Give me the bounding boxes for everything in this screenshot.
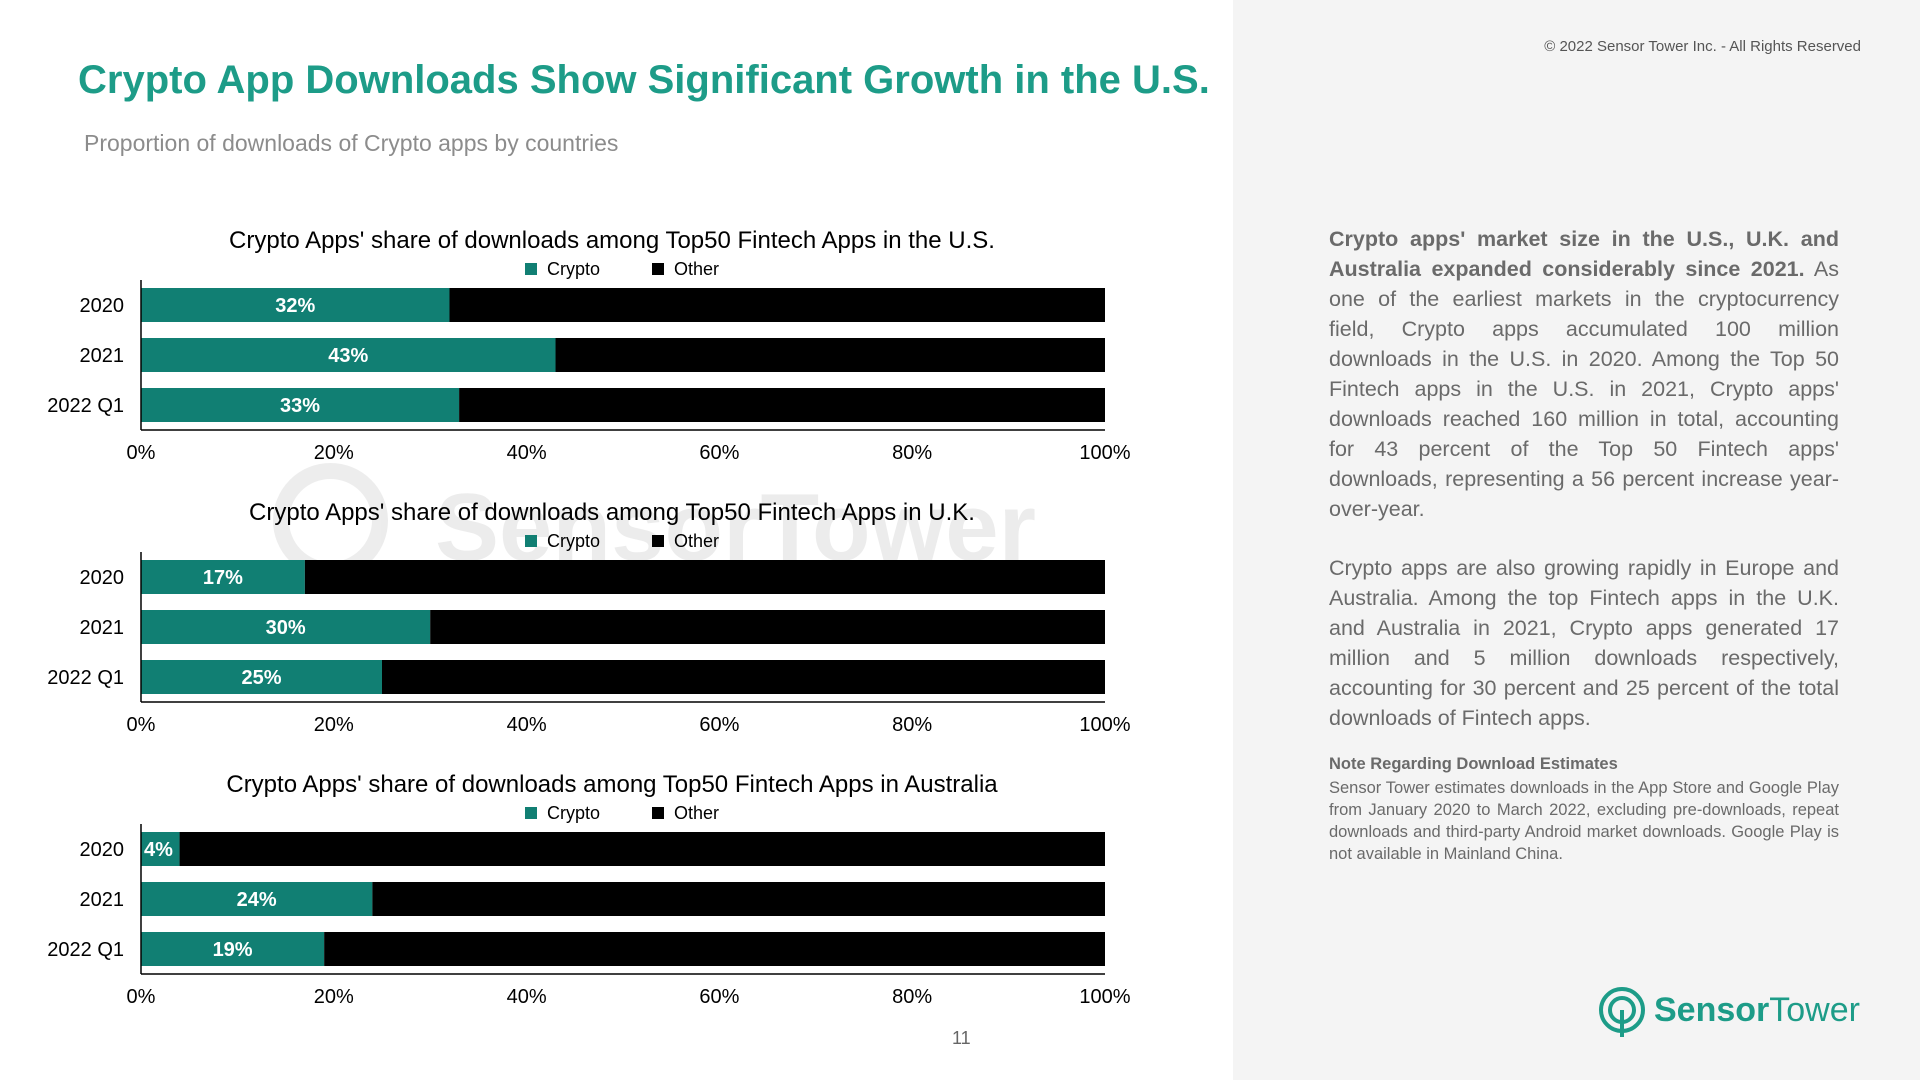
page-subtitle: Proportion of downloads of Crypto apps b…: [84, 130, 619, 156]
bar-crypto-1: [141, 610, 431, 644]
bar-crypto-2: [141, 388, 460, 422]
chart-title: Crypto Apps' share of downloads among To…: [226, 771, 998, 798]
x-tick-label: 40%: [507, 986, 547, 1008]
category-label: 2020: [80, 567, 125, 589]
summary-paragraph-1-bold: Crypto apps' market size in the U.S., U.…: [1329, 227, 1839, 281]
legend-label-0: Crypto: [547, 803, 600, 823]
page-number: 11: [952, 1028, 971, 1048]
x-tick-label: 0%: [127, 714, 156, 736]
data-label: 33%: [280, 395, 320, 417]
bar-other-2: [382, 660, 1105, 694]
data-label: 30%: [266, 617, 306, 639]
category-label: 2021: [80, 889, 125, 911]
bar-other-2: [324, 932, 1105, 966]
bar-other-2: [459, 388, 1105, 422]
copyright-notice: © 2022 Sensor Tower Inc. - All Rights Re…: [1544, 38, 1861, 55]
bar-crypto-2: [141, 932, 325, 966]
bar-other-1: [430, 610, 1105, 644]
summary-paragraph-1: Crypto apps' market size in the U.S., U.…: [1329, 224, 1839, 524]
legend-swatch-0: [525, 807, 537, 819]
data-label: 43%: [328, 345, 368, 367]
page-title: Crypto App Downloads Show Significant Gr…: [78, 58, 1210, 102]
bar-crypto-0: [141, 288, 450, 322]
legend-label-1: Other: [674, 259, 719, 279]
x-tick-label: 60%: [699, 442, 739, 464]
bar-crypto-1: [141, 882, 373, 916]
sensor-tower-logo-icon: [1599, 987, 1645, 1037]
x-tick-label: 80%: [892, 442, 932, 464]
chart-2: Crypto Apps' share of downloads among To…: [47, 771, 1131, 1008]
data-label: 25%: [241, 667, 281, 689]
x-tick-label: 80%: [892, 986, 932, 1008]
note-heading: Note Regarding Download Estimates: [1329, 755, 1618, 773]
bar-crypto-2: [141, 660, 382, 694]
x-tick-label: 20%: [314, 714, 354, 736]
x-tick-label: 40%: [507, 714, 547, 736]
category-label: 2021: [80, 617, 125, 639]
legend-label-0: Crypto: [547, 531, 600, 551]
data-label: 32%: [275, 295, 315, 317]
x-tick-label: 0%: [127, 986, 156, 1008]
x-tick-label: 100%: [1079, 986, 1130, 1008]
sidebar-panel: [1233, 0, 1920, 1080]
data-label: 17%: [203, 567, 243, 589]
x-tick-label: 100%: [1079, 442, 1130, 464]
chart-title: Crypto Apps' share of downloads among To…: [229, 227, 995, 254]
x-tick-label: 60%: [699, 986, 739, 1008]
bar-crypto-1: [141, 338, 556, 372]
legend-label-1: Other: [674, 803, 719, 823]
legend-label-0: Crypto: [547, 259, 600, 279]
bar-other-0: [304, 560, 1105, 594]
legend-swatch-0: [525, 263, 537, 275]
legend-swatch-1: [652, 535, 664, 547]
x-tick-label: 40%: [507, 442, 547, 464]
category-label: 2022 Q1: [47, 395, 124, 417]
category-label: 2022 Q1: [47, 939, 124, 961]
x-tick-label: 80%: [892, 714, 932, 736]
bar-crypto-0: [141, 832, 180, 866]
chart-title: Crypto Apps' share of downloads among To…: [249, 499, 975, 526]
bar-other-0: [449, 288, 1106, 322]
x-tick-label: 20%: [314, 986, 354, 1008]
summary-paragraph-1-rest: As one of the earliest markets in the cr…: [1329, 257, 1839, 521]
summary-paragraph-2: Crypto apps are also growing rapidly in …: [1329, 556, 1839, 730]
charts-area: Crypto Apps' share of downloads among To…: [47, 227, 1131, 1008]
legend-swatch-1: [652, 263, 664, 275]
category-label: 2022 Q1: [47, 667, 124, 689]
bar-other-1: [555, 338, 1105, 372]
x-tick-label: 0%: [127, 442, 156, 464]
bar-crypto-0: [141, 560, 305, 594]
data-label: 24%: [237, 889, 277, 911]
logo-wordmark: SensorTower: [1654, 991, 1860, 1030]
x-tick-label: 100%: [1079, 714, 1130, 736]
chart-1: Crypto Apps' share of downloads among To…: [47, 499, 1131, 736]
category-label: 2021: [80, 345, 125, 367]
bar-other-1: [372, 882, 1105, 916]
category-label: 2020: [80, 295, 125, 317]
note-text: Sensor Tower estimates downloads in the …: [1329, 779, 1839, 863]
bar-other-0: [179, 832, 1105, 866]
category-label: 2020: [80, 839, 125, 861]
sensor-tower-logo: SensorTower: [1598, 985, 1860, 1039]
x-tick-label: 20%: [314, 442, 354, 464]
legend-swatch-0: [525, 535, 537, 547]
logo-word-sensor: Sensor: [1654, 991, 1770, 1029]
data-label: 19%: [213, 939, 253, 961]
legend-label-1: Other: [674, 531, 719, 551]
data-label: 4%: [144, 839, 173, 861]
legend-swatch-1: [652, 807, 664, 819]
logo-word-tower: Tower: [1769, 991, 1860, 1029]
x-tick-label: 60%: [699, 714, 739, 736]
chart-0: Crypto Apps' share of downloads among To…: [47, 227, 1131, 464]
